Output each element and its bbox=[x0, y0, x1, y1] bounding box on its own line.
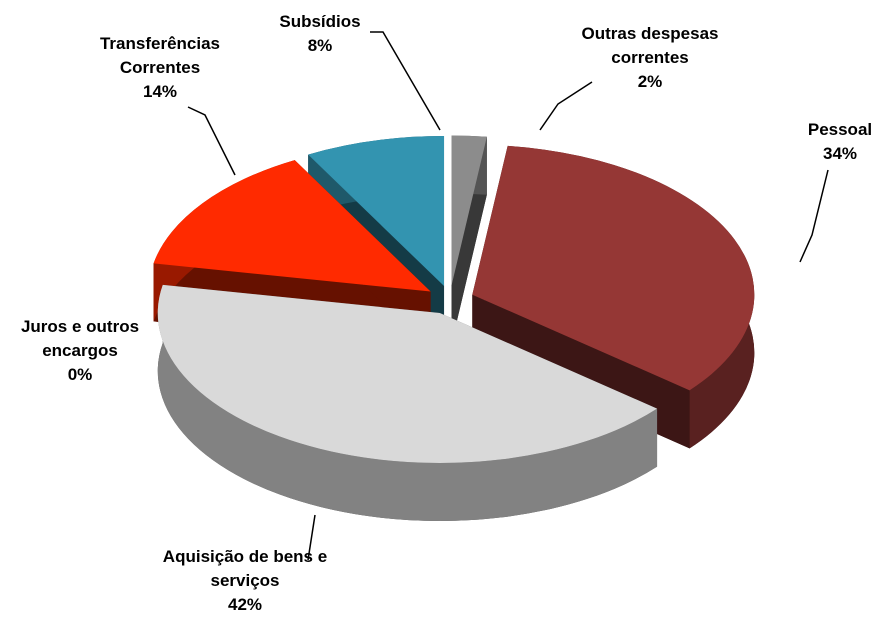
leader-line bbox=[539, 81, 593, 131]
slice-label: Juros e outros encargos 0% bbox=[10, 315, 150, 387]
value-label: 42% bbox=[227, 595, 263, 614]
value-label: 8% bbox=[307, 36, 333, 55]
category-label: Outras despesas correntes bbox=[581, 24, 719, 67]
category-label: Subsídios bbox=[279, 12, 361, 31]
category-label: Aquisição de bens e serviços bbox=[162, 547, 328, 590]
value-label: 34% bbox=[822, 144, 858, 163]
slice-label: Pessoal 34% bbox=[775, 118, 882, 166]
slice bbox=[308, 136, 445, 287]
value-label: 0% bbox=[67, 365, 93, 384]
slice bbox=[451, 135, 487, 286]
leader-line bbox=[370, 31, 441, 131]
slice-label: Transferências Correntes 14% bbox=[80, 32, 240, 104]
category-label: Juros e outros encargos bbox=[20, 317, 140, 360]
slice-side bbox=[157, 284, 658, 522]
category-label: Pessoal bbox=[807, 120, 873, 139]
value-label: 14% bbox=[142, 82, 178, 101]
value-label: 2% bbox=[637, 72, 663, 91]
leader-line bbox=[799, 169, 829, 263]
slice-label: Outras despesas correntes 2% bbox=[560, 22, 740, 94]
leader-line bbox=[187, 106, 236, 176]
slice-label: Aquisição de bens e serviços 42% bbox=[150, 545, 340, 617]
category-label: Transferências Correntes bbox=[99, 34, 220, 77]
slice bbox=[153, 160, 431, 292]
leader-line bbox=[307, 514, 316, 561]
slice-label: Subsídios 8% bbox=[255, 10, 385, 58]
slice bbox=[472, 145, 755, 391]
slice bbox=[157, 284, 658, 464]
